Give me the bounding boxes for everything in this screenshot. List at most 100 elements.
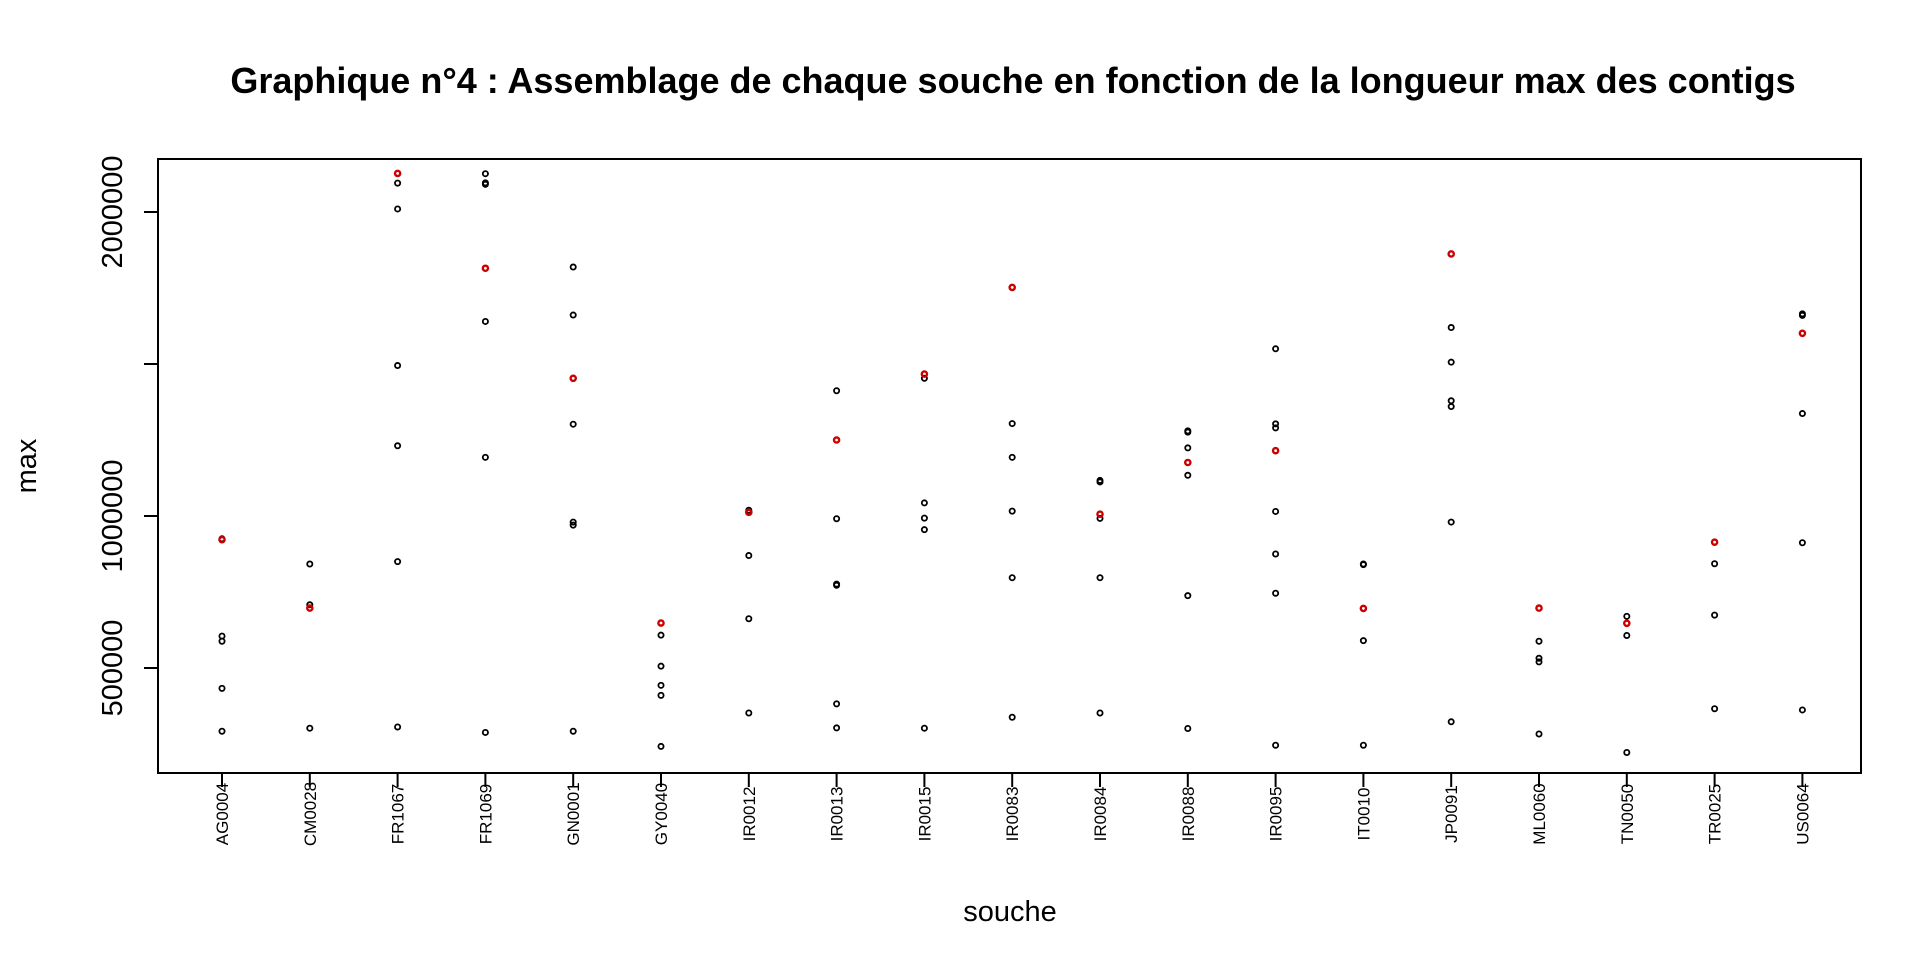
- data-point: [394, 205, 402, 213]
- data-point: [1447, 324, 1455, 332]
- highlight-point: [745, 508, 753, 517]
- data-point: [1798, 706, 1806, 714]
- data-point: [1096, 478, 1104, 486]
- data-point: [1711, 560, 1719, 568]
- x-axis-label: souche: [963, 896, 1057, 928]
- data-point: [1008, 574, 1016, 582]
- data-point: [394, 179, 402, 187]
- x-tick-label: IR0083: [1003, 787, 1022, 842]
- highlight-point: [1184, 458, 1192, 467]
- data-point: [1008, 420, 1016, 428]
- data-point: [1272, 589, 1280, 597]
- data-point: [1359, 741, 1367, 749]
- data-point: [306, 601, 314, 609]
- data-point: [1272, 550, 1280, 558]
- data-point: [306, 560, 314, 568]
- x-tick-label: IR0013: [828, 787, 847, 842]
- data-point: [1535, 658, 1543, 666]
- highlight-point: [1008, 283, 1017, 292]
- data-point: [218, 727, 226, 735]
- y-tick-label: 2000000: [97, 156, 129, 269]
- data-point: [569, 518, 577, 526]
- data-point: [833, 387, 841, 395]
- highlight-point: [569, 374, 578, 383]
- data-point: [218, 637, 226, 645]
- data-point: [1535, 654, 1543, 662]
- data-point: [481, 453, 489, 461]
- data-point: [657, 742, 665, 750]
- data-point: [569, 263, 577, 271]
- data-point: [657, 631, 665, 639]
- data-point: [1184, 724, 1192, 732]
- highlight-point: [1710, 538, 1719, 546]
- highlight-point: [393, 169, 402, 178]
- data-point: [394, 442, 402, 450]
- data-point: [1359, 637, 1367, 645]
- data-point: [1272, 507, 1280, 515]
- data-point: [920, 526, 928, 534]
- highlight-point: [920, 370, 929, 378]
- x-tick-label: FR1067: [389, 784, 408, 844]
- data-point: [833, 700, 841, 708]
- data-point: [1623, 631, 1631, 639]
- data-point: [1623, 612, 1631, 620]
- data-point: [218, 684, 226, 692]
- data-point: [745, 552, 753, 560]
- data-point: [833, 515, 841, 523]
- highlight-point: [1271, 446, 1280, 455]
- highlight-point: [218, 535, 226, 544]
- data-point: [1711, 611, 1719, 619]
- highlight-point: [305, 604, 314, 612]
- y-tick-label: 1000000: [97, 460, 129, 573]
- highlight-point: [657, 619, 665, 627]
- data-point: [1798, 311, 1806, 319]
- x-tick-label: TN0050: [1618, 784, 1637, 844]
- data-point: [394, 723, 402, 731]
- data-point: [481, 180, 489, 188]
- data-points: [218, 169, 1807, 757]
- x-tick-label: IT0010: [1354, 788, 1373, 841]
- highlight-point: [1359, 604, 1368, 613]
- data-point: [920, 499, 928, 507]
- y-axis-label: max: [11, 438, 43, 493]
- data-point: [1535, 730, 1543, 738]
- data-point: [920, 514, 928, 522]
- data-point: [1447, 397, 1455, 405]
- x-tick-label: AG0004: [213, 783, 232, 845]
- data-point: [306, 724, 314, 732]
- highlight-point: [1447, 250, 1455, 258]
- data-point: [569, 311, 577, 319]
- x-tick-label: FR1069: [476, 784, 495, 844]
- x-tick-label: TR0025: [1706, 784, 1725, 844]
- data-point: [1008, 453, 1016, 461]
- highlight-point: [1096, 510, 1104, 518]
- data-point: [1272, 741, 1280, 749]
- data-point: [1096, 574, 1104, 582]
- data-point: [1623, 749, 1631, 757]
- chart-title: Graphique n°4 : Assemblage de chaque sou…: [230, 60, 1795, 101]
- x-axis: AG0004 CM0028 FR1067 FR1069 GN0001 GY0040 IR00…: [213, 773, 1812, 846]
- data-point: [1447, 518, 1455, 526]
- x-tick-label: IR0012: [740, 787, 759, 842]
- plot-frame: [157, 158, 1862, 774]
- highlight-point: [832, 436, 841, 444]
- highlight-point: [1535, 604, 1543, 612]
- data-point: [1447, 358, 1455, 366]
- x-tick-label: GN0001: [564, 782, 583, 845]
- data-point: [481, 170, 489, 178]
- data-point: [569, 521, 577, 529]
- data-point: [1184, 592, 1192, 600]
- data-point: [657, 662, 665, 670]
- data-point: [1272, 424, 1280, 432]
- data-point: [569, 420, 577, 428]
- data-point: [1096, 709, 1104, 717]
- x-tick-label: JP0091: [1442, 785, 1461, 843]
- data-point: [920, 724, 928, 732]
- x-tick-label: US0064: [1793, 783, 1812, 844]
- x-tick-label: IR0084: [1091, 787, 1110, 842]
- data-point: [1184, 471, 1192, 479]
- data-point: [833, 581, 841, 589]
- y-tick-label: 500000: [97, 620, 129, 717]
- data-point: [1359, 561, 1367, 569]
